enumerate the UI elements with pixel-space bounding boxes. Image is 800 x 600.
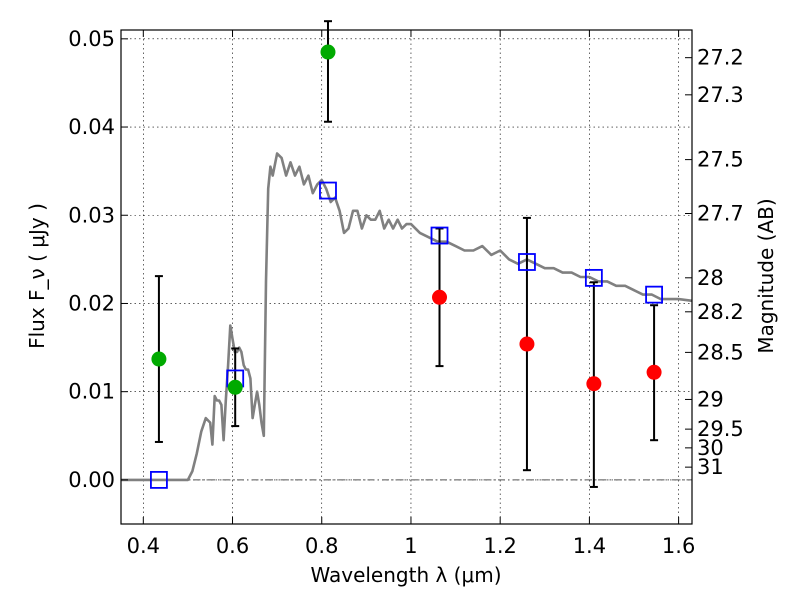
model-sed-series: [121, 152, 693, 482]
model-photometry-square: [430, 226, 449, 245]
model-photometry-square: [584, 268, 603, 287]
x-tick-label: 0.8: [305, 534, 338, 558]
magnitude-tick-label: 27.7: [697, 201, 744, 225]
x-tick-label: 1: [404, 534, 417, 558]
y-axis-label: Flux F_ν ( μJy ): [25, 203, 49, 349]
x-tick-label: 1.4: [573, 534, 606, 558]
y-tick-labels: 0.00 0.01 0.02 0.03 0.04 0.05: [68, 27, 115, 492]
gridlines: [121, 30, 692, 524]
model-photometry-square: [645, 285, 663, 304]
model-photometry-square: [319, 181, 337, 200]
magnitude-tick-label: 27.2: [697, 46, 744, 70]
nondetection-point: [586, 376, 602, 392]
magnitude-tick-label: 30: [697, 436, 724, 460]
y-tick-label: 0.05: [68, 27, 115, 51]
y-tick-label: 0.03: [68, 203, 115, 227]
x-tick-label: 1.2: [483, 534, 516, 558]
detection-point: [320, 44, 336, 60]
axis-ticks: [121, 30, 692, 524]
data-points: [150, 44, 663, 489]
magnitude-tick-label: 28.5: [697, 340, 744, 364]
model-photometry-square: [518, 253, 536, 271]
y-tick-label: 0.01: [68, 380, 115, 404]
error-bars: [154, 20, 659, 488]
magnitude-tick-label: 29.5: [697, 417, 744, 441]
nondetection-point: [519, 336, 535, 352]
detection-point: [151, 351, 167, 367]
model-sed-line: [121, 152, 693, 482]
y-tick-label: 0.02: [68, 291, 115, 315]
x-tick-labels: 0.4 0.6 0.8 1 1.2 1.4 1.6: [127, 534, 696, 558]
x-axis-label: Wavelength λ (μm): [310, 563, 501, 587]
nondetection-point: [646, 364, 662, 380]
nondetection-point: [432, 289, 448, 305]
magnitude-tick-label: 31: [697, 455, 724, 479]
y-tick-label: 0.04: [68, 115, 115, 139]
detection-point: [227, 379, 243, 395]
magnitude-tick-label: 28: [697, 266, 724, 290]
magnitude-axis-label: Magnitude (AB): [754, 198, 778, 353]
model-photometry-square: [150, 470, 168, 489]
magnitude-tick-label: 27.5: [697, 148, 744, 172]
x-tick-label: 0.4: [127, 534, 160, 558]
x-tick-label: 0.6: [216, 534, 249, 558]
x-tick-label: 1.6: [662, 534, 695, 558]
magnitude-tick-label: 29: [697, 387, 724, 411]
magnitude-tick-label: 28.2: [697, 300, 744, 324]
plot-frame: [120, 29, 693, 525]
y-tick-label: 0.00: [68, 468, 115, 492]
magnitude-tick-label: 27.3: [697, 83, 744, 107]
